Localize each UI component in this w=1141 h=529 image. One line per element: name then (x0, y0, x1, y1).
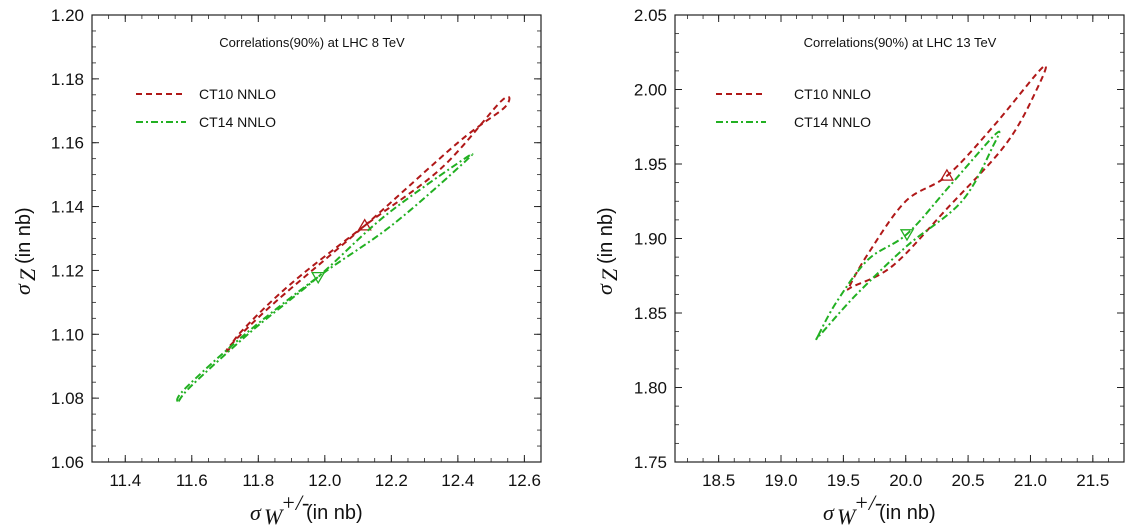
legend-label-ct14: CT14 NNLO (794, 114, 871, 130)
y-tick-label: 1.18 (51, 70, 84, 89)
panel-title: Correlations(90%) at LHC 8 TeV (219, 35, 405, 50)
y-axis-symbol: σ (592, 283, 617, 295)
y-tick-label: 1.95 (634, 155, 667, 174)
x-tick-label: 19.0 (764, 471, 797, 490)
series-ellipse-ct14-nnlo (176, 153, 474, 403)
x-tick-label: 11.8 (242, 471, 274, 490)
y-tick-label: 1.12 (51, 261, 84, 280)
y-tick-label: 2.05 (634, 6, 667, 25)
y-tick-label: 1.20 (51, 6, 84, 25)
legend: CT10 NNLO CT14 NNLO (716, 86, 871, 130)
x-axis-superscript: +/- (854, 490, 882, 515)
legend-label-ct10: CT10 NNLO (794, 86, 871, 102)
x-axis-subscript: W (837, 504, 857, 529)
y-tick-label: 1.85 (634, 304, 667, 323)
y-tick-label: 1.90 (634, 230, 667, 249)
x-tick-label: 11.6 (176, 471, 208, 490)
series-ellipse-ct14-nnlo (815, 130, 1001, 341)
y-tick-label: 1.06 (51, 453, 84, 472)
plot-frame (674, 14, 1125, 463)
x-tick-label: 11.4 (109, 471, 141, 490)
series-center-marker-ct14-nnlo (899, 229, 915, 242)
y-tick-label: 1.10 (51, 325, 84, 344)
series-center-marker-ct10-nnlo (939, 168, 955, 181)
x-tick-label: 19.5 (827, 471, 860, 490)
x-tick-label: 20.0 (889, 471, 922, 490)
y-axis-title: σ Z (in nb) (10, 207, 40, 295)
y-axis-symbol: σ (10, 283, 35, 295)
y-axis-subscript: Z (597, 268, 622, 281)
series-center-marker-ct14-nnlo (311, 271, 326, 285)
legend: CT10 NNLO CT14 NNLO (136, 86, 276, 130)
y-tick-label: 1.80 (634, 379, 667, 398)
y-axis-subscript: Z (15, 268, 40, 281)
y-tick-label: 1.75 (634, 453, 667, 472)
x-tick-label: 12.4 (441, 471, 474, 490)
x-axis-symbol: σ (250, 500, 262, 525)
y-axis-title: σ Z (in nb) (592, 207, 622, 295)
legend-label-ct10: CT10 NNLO (199, 86, 276, 102)
x-axis-unit: (in nb) (879, 502, 936, 524)
series-center-marker-ct10-nnlo (357, 218, 372, 231)
x-tick-label: 12.6 (508, 471, 541, 490)
y-tick-label: 1.16 (51, 134, 84, 153)
series-ellipse-ct10-nnlo (225, 95, 511, 353)
panel-13tev: Correlations(90%) at LHC 13 TeV CT10 NNL… (592, 6, 1125, 529)
x-axis-subscript: W (264, 504, 284, 529)
x-axis-title: σ W +/- (in nb) (823, 490, 936, 529)
y-axis-unit: (in nb) (13, 207, 35, 264)
x-tick-label: 20.5 (952, 471, 985, 490)
legend-label-ct14: CT14 NNLO (199, 114, 276, 130)
y-tick-label: 1.08 (51, 389, 84, 408)
x-axis-title: σ W +/- (in nb) (250, 490, 363, 529)
x-axis-symbol: σ (823, 500, 835, 525)
x-tick-label: 18.5 (702, 471, 735, 490)
panel-title: Correlations(90%) at LHC 13 TeV (804, 35, 997, 50)
x-tick-label: 12.0 (308, 471, 341, 490)
x-axis-superscript: +/- (281, 490, 309, 515)
y-tick-label: 1.14 (51, 198, 84, 217)
x-tick-label: 21.5 (1076, 471, 1109, 490)
series-ellipse-ct10-nnlo (846, 64, 1047, 291)
y-tick-label: 2.00 (634, 81, 667, 100)
panel-8tev: Correlations(90%) at LHC 8 TeV CT10 NNLO… (10, 6, 542, 529)
y-axis-unit: (in nb) (595, 207, 617, 264)
plot-frame (91, 14, 542, 463)
x-tick-label: 21.0 (1014, 471, 1047, 490)
x-tick-label: 12.2 (375, 471, 408, 490)
x-axis-unit: (in nb) (306, 502, 363, 524)
